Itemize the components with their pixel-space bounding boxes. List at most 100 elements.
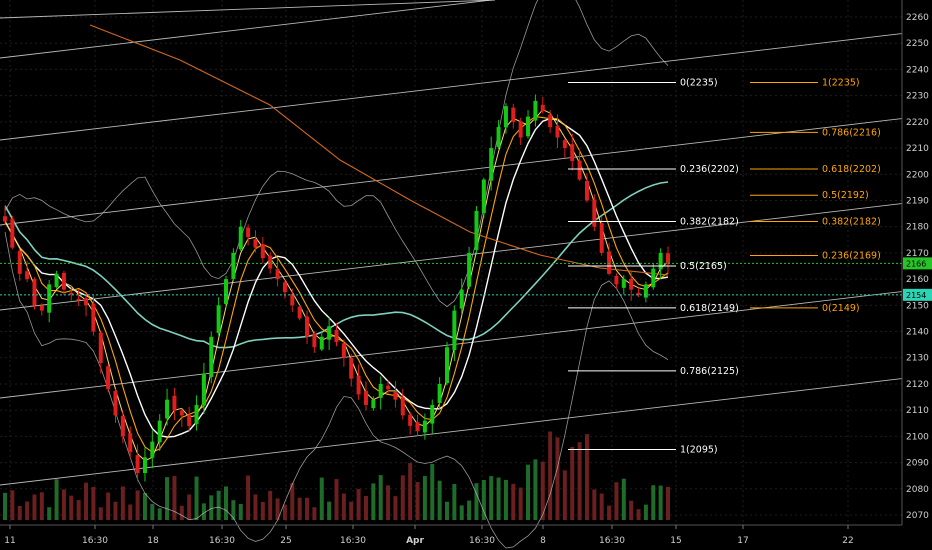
candle-body [489,148,494,181]
volume-bar [503,479,508,520]
candle-body [356,375,361,395]
fib-orange-label: 0.618(2202) [822,164,881,175]
volume-bar [371,483,376,520]
volume-bar [297,497,302,520]
volume-bar [201,503,206,520]
fib-white-label: 0.618(2149) [680,303,739,314]
candle-body [25,271,30,280]
candle-body [172,395,177,411]
candle-body [415,422,420,432]
y-tick-label: 2190 [906,196,929,206]
x-tick-label: 25 [280,536,291,546]
candle-body [98,332,103,363]
candle-body [194,404,199,424]
volume-bar [334,479,339,520]
volume-bar [84,482,89,520]
candle-body [179,410,184,416]
volume-bar [54,479,59,520]
fibonacci-white: 0(2235) 0.236(2202) 0.382(2182) 0.5(2165) 0.… [568,78,739,455]
y-tick-label: 2180 [906,223,929,233]
candle-body [629,278,634,290]
candle-body [614,275,619,285]
volume-bar [467,500,472,520]
fib-orange-label: 0.236(2169) [822,251,881,262]
ma-white [4,117,669,438]
volume-bar [356,488,361,520]
volume-bar [224,486,228,520]
volume-bar [25,501,30,520]
volume-bar [216,490,221,520]
candle-body [577,160,582,180]
y-tick-label: 2250 [906,39,929,49]
volume-bar [496,477,501,520]
volume-bar [400,475,405,520]
fib-white-label: 0(2235) [680,78,718,89]
ma-orange [4,116,669,453]
volume-bar [386,485,391,520]
volume-bar [592,489,597,520]
candle-body [430,404,435,424]
volume-bar [555,437,560,520]
candle-body [363,390,368,405]
x-tick-label: 11 [4,536,15,546]
candle-body [503,106,508,128]
volume-bar [430,463,435,520]
fib-white-label: 1(2095) [680,444,718,455]
volume-bar [526,464,531,520]
candle-body [548,114,553,128]
y-tick-label: 2150 [906,301,929,311]
fib-white-label: 0.382(2182) [680,216,739,227]
x-tick-label: 22 [842,536,853,546]
candle-body [651,268,656,288]
x-tick-label: 16:30 [469,536,495,546]
candle-body [282,282,287,293]
candle-body [533,100,538,121]
x-tick-label: 17 [737,536,748,546]
volume-bar [666,486,670,520]
volume-bar [422,476,427,520]
candle-body [599,223,604,253]
ma-teal [4,181,669,349]
volume-bar [548,431,553,520]
y-tick-label: 2080 [906,485,929,495]
candle-body [607,251,612,274]
channel-line [0,291,903,399]
volume-bar [10,490,15,520]
candle-body [481,179,486,213]
volume-bar [518,487,523,520]
candle-body [511,107,516,122]
candle-body [305,316,310,337]
volume-bar [172,476,177,520]
volume-bar [562,470,567,520]
volume-bar [349,501,354,520]
volume-bar [165,477,170,520]
bollinger-upper [4,0,669,308]
fibonacci-orange: 1(2235) 0.786(2216) 0.618(2202) 0.5(2192) 0.… [750,78,881,314]
candle-body [371,399,376,409]
candle-body [216,305,221,333]
candle-body [142,457,147,474]
x-tick-label: 16:30 [82,536,108,546]
candle-body [231,252,236,279]
volume-bar [327,501,332,520]
candle-body [106,366,111,390]
volume-bar [474,483,479,520]
y-tick-label: 2220 [906,118,929,128]
x-tick-label: Apr [406,536,424,546]
volume-bar [290,482,295,520]
candle-body [113,390,118,416]
candle-body [518,121,523,138]
candle-body [246,227,251,238]
volume-bar [268,490,273,520]
volume-bar [636,509,641,520]
fib-white-label: 0.786(2125) [680,366,739,377]
volume-bar [415,482,420,520]
candle-body [253,239,258,248]
y-tick-label: 2070 [906,511,929,521]
channel-line [0,33,903,141]
volume-bar [260,501,265,520]
volume-bar [393,496,398,520]
candle-body [341,343,346,358]
candle-body [32,279,37,306]
candle-body [209,336,214,377]
